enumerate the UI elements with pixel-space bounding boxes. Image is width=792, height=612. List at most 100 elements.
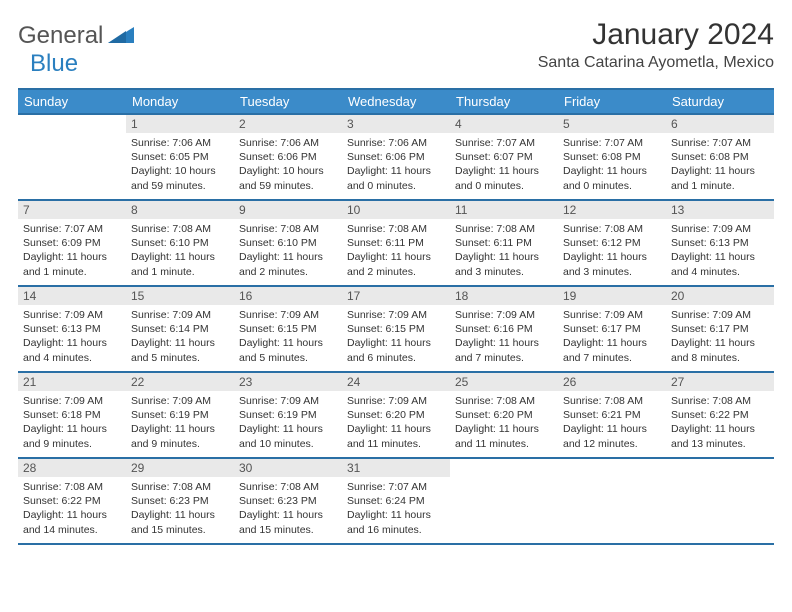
calendar-cell: 10Sunrise: 7:08 AMSunset: 6:11 PMDayligh… [342, 200, 450, 286]
day-detail-line: Sunrise: 7:08 AM [347, 222, 445, 236]
day-detail-line [563, 494, 661, 508]
day-detail-line [455, 523, 553, 537]
day-detail-line: and 4 minutes. [23, 351, 121, 365]
day-detail-line [563, 523, 661, 537]
calendar-row: 28Sunrise: 7:08 AMSunset: 6:22 PMDayligh… [18, 458, 774, 544]
day-detail-line: Sunrise: 7:09 AM [23, 308, 121, 322]
day-detail-line: Sunrise: 7:09 AM [347, 394, 445, 408]
day-number: 8 [126, 201, 234, 219]
day-detail-line: Daylight: 11 hours [671, 336, 769, 350]
day-number: 22 [126, 373, 234, 391]
day-number: 15 [126, 287, 234, 305]
brand-logo: General Blue [18, 22, 134, 78]
calendar-cell: 4Sunrise: 7:07 AMSunset: 6:07 PMDaylight… [450, 114, 558, 200]
day-details [450, 477, 558, 541]
day-number: 27 [666, 373, 774, 391]
day-number: 12 [558, 201, 666, 219]
day-details: Sunrise: 7:08 AMSunset: 6:10 PMDaylight:… [234, 219, 342, 283]
calendar-row: 14Sunrise: 7:09 AMSunset: 6:13 PMDayligh… [18, 286, 774, 372]
calendar-cell: 22Sunrise: 7:09 AMSunset: 6:19 PMDayligh… [126, 372, 234, 458]
day-detail-line: and 59 minutes. [131, 179, 229, 193]
day-detail-line: and 15 minutes. [239, 523, 337, 537]
day-number: 3 [342, 115, 450, 133]
day-number: 28 [18, 459, 126, 477]
day-detail-line: Daylight: 11 hours [131, 336, 229, 350]
day-detail-line: Sunrise: 7:08 AM [131, 222, 229, 236]
day-details: Sunrise: 7:08 AMSunset: 6:20 PMDaylight:… [450, 391, 558, 455]
day-detail-line: Sunrise: 7:08 AM [239, 480, 337, 494]
day-details: Sunrise: 7:07 AMSunset: 6:09 PMDaylight:… [18, 219, 126, 283]
day-number: 9 [234, 201, 342, 219]
day-number: 19 [558, 287, 666, 305]
calendar-row: 7Sunrise: 7:07 AMSunset: 6:09 PMDaylight… [18, 200, 774, 286]
day-detail-line: Daylight: 11 hours [671, 422, 769, 436]
day-detail-line: Daylight: 11 hours [131, 250, 229, 264]
calendar-cell: 8Sunrise: 7:08 AMSunset: 6:10 PMDaylight… [126, 200, 234, 286]
day-detail-line: and 14 minutes. [23, 523, 121, 537]
day-detail-line: Sunrise: 7:08 AM [563, 222, 661, 236]
day-detail-line [671, 508, 769, 522]
day-detail-line: Sunrise: 7:07 AM [23, 222, 121, 236]
day-detail-line: Daylight: 11 hours [239, 422, 337, 436]
day-detail-line: Daylight: 11 hours [23, 422, 121, 436]
day-detail-line: and 2 minutes. [347, 265, 445, 279]
day-number: 24 [342, 373, 450, 391]
day-detail-line: Sunset: 6:08 PM [671, 150, 769, 164]
day-detail-line [563, 508, 661, 522]
day-details: Sunrise: 7:09 AMSunset: 6:15 PMDaylight:… [342, 305, 450, 369]
day-detail-line: Sunset: 6:20 PM [455, 408, 553, 422]
calendar-cell: 5Sunrise: 7:07 AMSunset: 6:08 PMDaylight… [558, 114, 666, 200]
calendar-cell [450, 458, 558, 544]
day-detail-line: Daylight: 11 hours [347, 422, 445, 436]
day-detail-line: Sunset: 6:18 PM [23, 408, 121, 422]
day-number: 21 [18, 373, 126, 391]
day-number: 7 [18, 201, 126, 219]
day-number [450, 459, 558, 477]
day-detail-line: Sunset: 6:13 PM [671, 236, 769, 250]
day-detail-line: Daylight: 11 hours [671, 250, 769, 264]
day-detail-line: Sunset: 6:10 PM [239, 236, 337, 250]
calendar-cell: 18Sunrise: 7:09 AMSunset: 6:16 PMDayligh… [450, 286, 558, 372]
day-detail-line: Sunrise: 7:08 AM [23, 480, 121, 494]
day-detail-line: Daylight: 11 hours [455, 164, 553, 178]
calendar-cell: 6Sunrise: 7:07 AMSunset: 6:08 PMDaylight… [666, 114, 774, 200]
day-detail-line: and 0 minutes. [347, 179, 445, 193]
day-detail-line: and 15 minutes. [131, 523, 229, 537]
day-details: Sunrise: 7:07 AMSunset: 6:08 PMDaylight:… [558, 133, 666, 197]
calendar-cell: 2Sunrise: 7:06 AMSunset: 6:06 PMDaylight… [234, 114, 342, 200]
day-detail-line: Sunrise: 7:07 AM [563, 136, 661, 150]
day-detail-line: Daylight: 11 hours [239, 336, 337, 350]
day-detail-line: Sunset: 6:14 PM [131, 322, 229, 336]
day-detail-line: and 8 minutes. [671, 351, 769, 365]
day-detail-line: Sunset: 6:20 PM [347, 408, 445, 422]
day-details: Sunrise: 7:09 AMSunset: 6:16 PMDaylight:… [450, 305, 558, 369]
day-detail-line: Sunrise: 7:08 AM [563, 394, 661, 408]
day-detail-line [23, 150, 121, 164]
day-details: Sunrise: 7:07 AMSunset: 6:07 PMDaylight:… [450, 133, 558, 197]
day-detail-line: and 2 minutes. [239, 265, 337, 279]
day-number: 18 [450, 287, 558, 305]
day-number: 6 [666, 115, 774, 133]
day-detail-line: Daylight: 11 hours [239, 508, 337, 522]
day-detail-line: Daylight: 11 hours [563, 250, 661, 264]
location-label: Santa Catarina Ayometla, Mexico [538, 54, 774, 72]
day-detail-line: Sunset: 6:11 PM [455, 236, 553, 250]
day-detail-line [455, 480, 553, 494]
day-detail-line: Daylight: 10 hours [131, 164, 229, 178]
day-detail-line: Sunset: 6:12 PM [563, 236, 661, 250]
day-details: Sunrise: 7:07 AMSunset: 6:24 PMDaylight:… [342, 477, 450, 541]
day-number [18, 115, 126, 133]
day-details: Sunrise: 7:06 AMSunset: 6:05 PMDaylight:… [126, 133, 234, 197]
day-detail-line [455, 508, 553, 522]
day-details: Sunrise: 7:08 AMSunset: 6:11 PMDaylight:… [342, 219, 450, 283]
day-detail-line: Sunrise: 7:09 AM [131, 394, 229, 408]
calendar-cell: 27Sunrise: 7:08 AMSunset: 6:22 PMDayligh… [666, 372, 774, 458]
calendar-row: 21Sunrise: 7:09 AMSunset: 6:18 PMDayligh… [18, 372, 774, 458]
calendar-cell: 1Sunrise: 7:06 AMSunset: 6:05 PMDaylight… [126, 114, 234, 200]
title-block: January 2024 Santa Catarina Ayometla, Me… [538, 18, 774, 72]
day-detail-line: Sunrise: 7:09 AM [239, 394, 337, 408]
day-detail-line: Daylight: 11 hours [671, 164, 769, 178]
calendar-cell: 3Sunrise: 7:06 AMSunset: 6:06 PMDaylight… [342, 114, 450, 200]
day-detail-line [671, 480, 769, 494]
day-detail-line: and 7 minutes. [563, 351, 661, 365]
